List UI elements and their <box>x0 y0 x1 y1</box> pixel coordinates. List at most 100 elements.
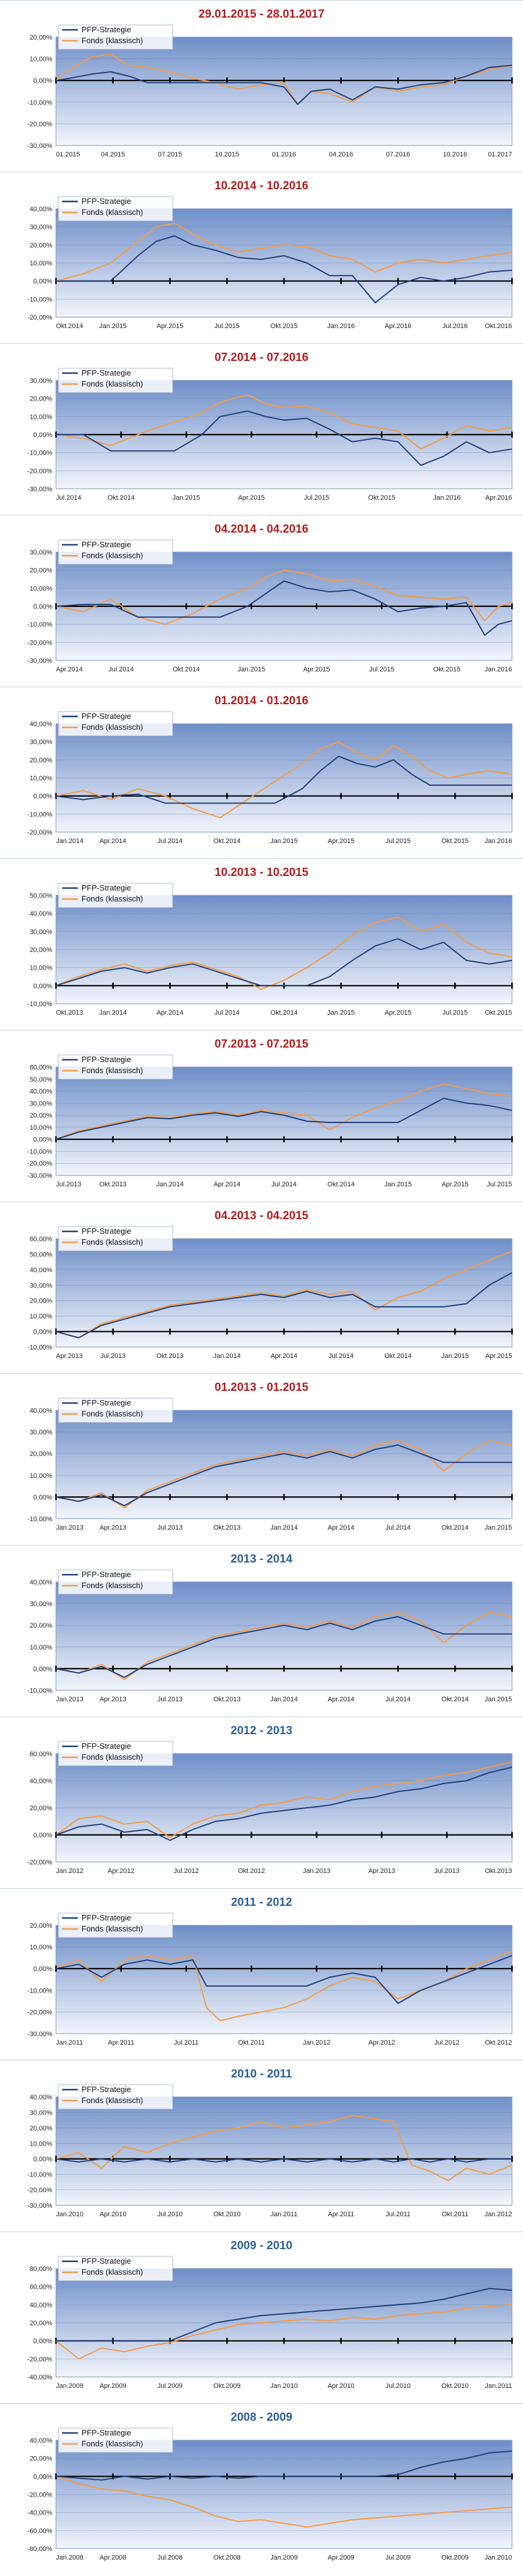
chart-title: 2013 - 2014 <box>230 1553 293 1566</box>
x-tick-label: Jan.2009 <box>270 2554 297 2561</box>
y-tick-label: -10,00% <box>27 811 52 818</box>
y-tick-label: 10,00% <box>30 1944 53 1951</box>
series-line-strategy <box>55 580 513 636</box>
x-tick-label: Apr.2012 <box>108 1867 134 1875</box>
x-tick-label: Okt.2014 <box>271 1009 298 1017</box>
x-tick-label: Jul.2011 <box>386 2211 410 2218</box>
x-tick-label: Jul.2012 <box>434 2039 460 2046</box>
chart-panel: 29.01.2015 - 28.01.2017 20,00% 10,00% 0,00%… <box>0 0 523 172</box>
x-tick-label: Apr.2016 <box>384 323 411 330</box>
legend <box>58 711 173 737</box>
legend <box>58 883 173 908</box>
x-tick-label: Jul.2016 <box>442 323 468 330</box>
x-tick-label: 07.2015 <box>158 151 182 158</box>
chart-panel: 01.2014 - 01.2016 40,00% 30,00% 20,00% 10,00… <box>0 687 523 858</box>
y-tick-label: -20,00% <box>27 121 52 128</box>
x-tick-label: Jan.2016 <box>485 838 512 845</box>
x-tick-label: Jan.2008 <box>56 2554 83 2561</box>
legend <box>58 1913 173 1938</box>
y-tick-label: 30,00% <box>30 2109 53 2116</box>
x-tick-label: Jan.2013 <box>303 1867 330 1875</box>
x-tick-label: Jan.2014 <box>156 1181 184 1188</box>
y-tick-label: -30,00% <box>27 486 52 493</box>
x-tick-label: Apr.2013 <box>56 1353 83 1360</box>
y-tick-label: 20,00% <box>30 947 53 954</box>
y-tick-label: -10,00% <box>27 1001 52 1008</box>
y-tick-label: 40,00% <box>30 1407 53 1415</box>
y-tick-label: 30,00% <box>30 224 53 231</box>
y-tick-label: 40,00% <box>30 206 53 213</box>
x-tick-label: Jan.2012 <box>303 2039 330 2046</box>
chart-title: 2011 - 2012 <box>231 1896 292 1909</box>
y-tick-label: 40,00% <box>30 1778 53 1785</box>
y-tick-label: 50,00% <box>30 1251 53 1258</box>
x-tick-label: Jan.2016 <box>485 666 512 673</box>
chart-panel: 04.2014 - 04.2016 30,00% 20,00% 10,00% 0,00%… <box>0 515 523 687</box>
y-tick-label: 0,00% <box>33 603 52 611</box>
x-tick-label: Okt.2015 <box>434 666 461 673</box>
chart-title: 2008 - 2009 <box>230 2411 292 2424</box>
x-tick-label: 04.2016 <box>329 151 353 158</box>
y-tick-label: 20,00% <box>30 567 53 575</box>
series-line-fund <box>55 1083 513 1140</box>
x-tick-label: Okt.2014 <box>442 1524 469 1531</box>
x-tick-label: Apr.2010 <box>100 2211 126 2218</box>
x-tick-label: Jan.2016 <box>433 494 460 502</box>
y-tick-label: 50,00% <box>30 892 53 900</box>
x-tick-label: Apr.2013 <box>100 1524 126 1531</box>
series-line-fund <box>55 394 513 450</box>
series-line-strategy <box>55 1616 512 1678</box>
series-line-strategy <box>55 1955 513 2004</box>
chart-title: 10.2014 - 10.2016 <box>215 180 308 192</box>
y-tick-label: 0,00% <box>33 278 52 285</box>
legend-label: PFP-Strategie <box>81 1398 131 1407</box>
x-tick-label: Okt.2012 <box>485 2039 512 2046</box>
y-tick-label: 0,00% <box>33 1832 52 1839</box>
legend-label: Fonds (klassisch) <box>81 551 143 560</box>
legend-label: PFP-Strategie <box>81 25 131 34</box>
y-tick-label: -10,00% <box>27 2171 52 2179</box>
x-tick-label: Okt.2009 <box>442 2554 469 2561</box>
y-tick-label: 0,00% <box>33 1965 52 1973</box>
y-tick-label: 10,00% <box>30 56 53 63</box>
legend-label: PFP-Strategie <box>81 2085 131 2094</box>
x-tick-label: Jul.2013 <box>434 1867 460 1875</box>
legend <box>58 24 173 50</box>
x-tick-label: Jul.2014 <box>386 1524 411 1531</box>
x-tick-label: Jan.2015 <box>173 494 200 502</box>
legend-label: PFP-Strategie <box>81 883 131 892</box>
x-tick-label: Jul.2015 <box>369 666 395 673</box>
y-tick-label: 40,00% <box>30 1267 53 1274</box>
y-tick-label: 0,00% <box>33 432 52 439</box>
legend <box>58 1054 173 1080</box>
y-tick-label: 10,00% <box>30 1313 53 1320</box>
chart-title: 2012 - 2013 <box>230 1724 292 1737</box>
y-tick-label: 60,00% <box>30 1236 53 1243</box>
legend <box>58 196 173 222</box>
line-chart: 10.2013 - 10.2015 50,00% 40,00% 30,00% 20,00… <box>27 866 513 1017</box>
x-tick-label: Jan.2013 <box>56 1696 83 1703</box>
x-tick-label: Okt.2014 <box>442 1696 469 1703</box>
legend-label: Fonds (klassisch) <box>81 723 143 732</box>
series-line-strategy <box>56 2287 513 2342</box>
chart-panel: 2010 - 2011 40,00% 30,00% 20,00% 10,00% 0,00%… <box>0 2060 523 2231</box>
x-tick-label: Okt.2014 <box>384 1353 412 1360</box>
y-tick-label: 20,00% <box>30 1922 53 1930</box>
x-tick-label: Okt.2009 <box>213 2382 241 2390</box>
y-tick-label: -20,00% <box>27 2356 52 2363</box>
x-tick-label: Jul.2014 <box>108 666 134 673</box>
chart-panel: 2008 - 2009 40,00% 20,00% 0,00% -20,00% -40,0… <box>0 2403 523 2575</box>
y-tick-label: 0,00% <box>33 1136 52 1144</box>
x-tick-label: Jul.2015 <box>442 1009 468 1017</box>
y-tick-label: 20,00% <box>30 34 53 41</box>
y-tick-label: -10,00% <box>27 296 52 303</box>
x-tick-label: Jan.2014 <box>213 1353 241 1360</box>
y-tick-label: -40,00% <box>27 2510 52 2517</box>
chart-panel: 10.2014 - 10.2016 40,00% 30,00% 20,00% 10,00… <box>0 172 523 343</box>
y-tick-label: 40,00% <box>30 1579 53 1586</box>
x-tick-label: Apr.2008 <box>100 2554 126 2561</box>
x-tick-label: Jul.2008 <box>158 2554 183 2561</box>
x-tick-label: Apr.2014 <box>271 1353 297 1360</box>
y-tick-label: 20,00% <box>30 1451 53 1458</box>
y-tick-label: 30,00% <box>30 1282 53 1289</box>
